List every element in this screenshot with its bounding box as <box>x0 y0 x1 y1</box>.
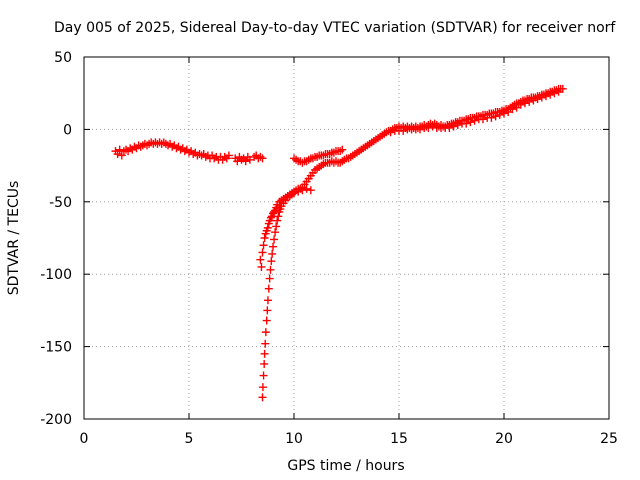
data-point <box>245 155 254 164</box>
x-tick-label: 15 <box>390 431 408 447</box>
y-tick-label: -50 <box>49 195 72 211</box>
data-point <box>529 96 538 105</box>
data-point <box>399 126 408 135</box>
data-point <box>268 249 277 258</box>
x-tick-label: 10 <box>285 431 303 447</box>
data-point <box>259 371 268 380</box>
data-point <box>491 112 500 121</box>
data-point <box>466 118 475 127</box>
data-point <box>428 122 437 131</box>
data-point <box>508 105 517 114</box>
data-point <box>266 265 275 274</box>
y-axis-title: SDTVAR / TECUs <box>6 181 22 296</box>
data-point <box>271 228 280 237</box>
data-point <box>259 241 268 250</box>
data-point <box>263 223 272 232</box>
data-point <box>521 99 529 108</box>
data-point <box>495 110 504 119</box>
axis-ticks <box>83 56 610 420</box>
data-point <box>453 121 462 130</box>
data-point <box>233 157 242 166</box>
data-point <box>516 100 525 109</box>
data-point <box>267 257 276 266</box>
data-point <box>462 119 471 128</box>
data-point <box>542 92 550 101</box>
data-point <box>554 87 563 96</box>
data-point <box>445 123 454 132</box>
x-tick-label: 25 <box>600 431 618 447</box>
data-point <box>117 151 126 160</box>
x-tick-label: 0 <box>80 431 89 447</box>
data-point <box>302 184 311 193</box>
data-point <box>258 248 267 257</box>
data-point <box>449 122 458 131</box>
data-point <box>262 316 271 325</box>
data-point <box>274 212 283 221</box>
data-point <box>263 296 272 305</box>
y-tick-label: -200 <box>40 412 72 428</box>
plot-frame <box>83 56 610 420</box>
data-point <box>558 84 567 93</box>
data-point <box>294 187 303 196</box>
data-point <box>260 349 269 358</box>
data-point <box>224 151 233 160</box>
data-point <box>306 186 315 195</box>
data-point <box>512 103 521 112</box>
y-tick-label: 50 <box>54 50 72 66</box>
data-point <box>269 242 277 251</box>
data-point <box>504 108 513 117</box>
data-point <box>261 328 270 337</box>
data-point <box>470 116 479 125</box>
data-point <box>533 94 542 103</box>
y-tick-label: 0 <box>63 122 72 138</box>
y-tick-label: -150 <box>40 340 72 356</box>
x-tick-label: 20 <box>495 431 513 447</box>
data-point <box>479 115 487 124</box>
data-point <box>258 393 267 402</box>
data-point <box>525 97 534 106</box>
y-tick-label: -100 <box>40 267 72 283</box>
data-point <box>273 216 282 225</box>
data-point <box>266 213 275 222</box>
data-point <box>260 234 269 242</box>
data-point <box>386 128 395 137</box>
data-point <box>241 157 250 166</box>
data-point <box>258 154 267 163</box>
data-point <box>550 89 559 98</box>
data-point <box>416 125 424 134</box>
data-point <box>113 150 122 159</box>
data-point <box>290 189 298 198</box>
data-point <box>272 222 281 231</box>
x-axis-title: GPS time / hours <box>287 458 404 474</box>
data-point <box>424 123 433 132</box>
data-point <box>257 262 266 271</box>
data-point <box>260 359 269 368</box>
data-point <box>258 383 267 392</box>
data-point <box>487 113 496 122</box>
data-point <box>546 90 555 99</box>
data-point <box>537 93 546 102</box>
data-points <box>111 84 567 402</box>
data-point <box>270 235 279 244</box>
x-tick-label: 5 <box>185 431 194 447</box>
data-point <box>298 186 307 195</box>
data-point <box>261 339 270 348</box>
chart-title: Day 005 of 2025, Sidereal Day-to-day VTE… <box>54 20 616 36</box>
data-point <box>338 145 347 154</box>
data-point <box>500 109 508 118</box>
data-point <box>264 284 273 293</box>
data-point <box>256 255 265 264</box>
data-point <box>265 274 274 283</box>
grid-lines <box>84 57 609 419</box>
data-point <box>263 306 272 315</box>
